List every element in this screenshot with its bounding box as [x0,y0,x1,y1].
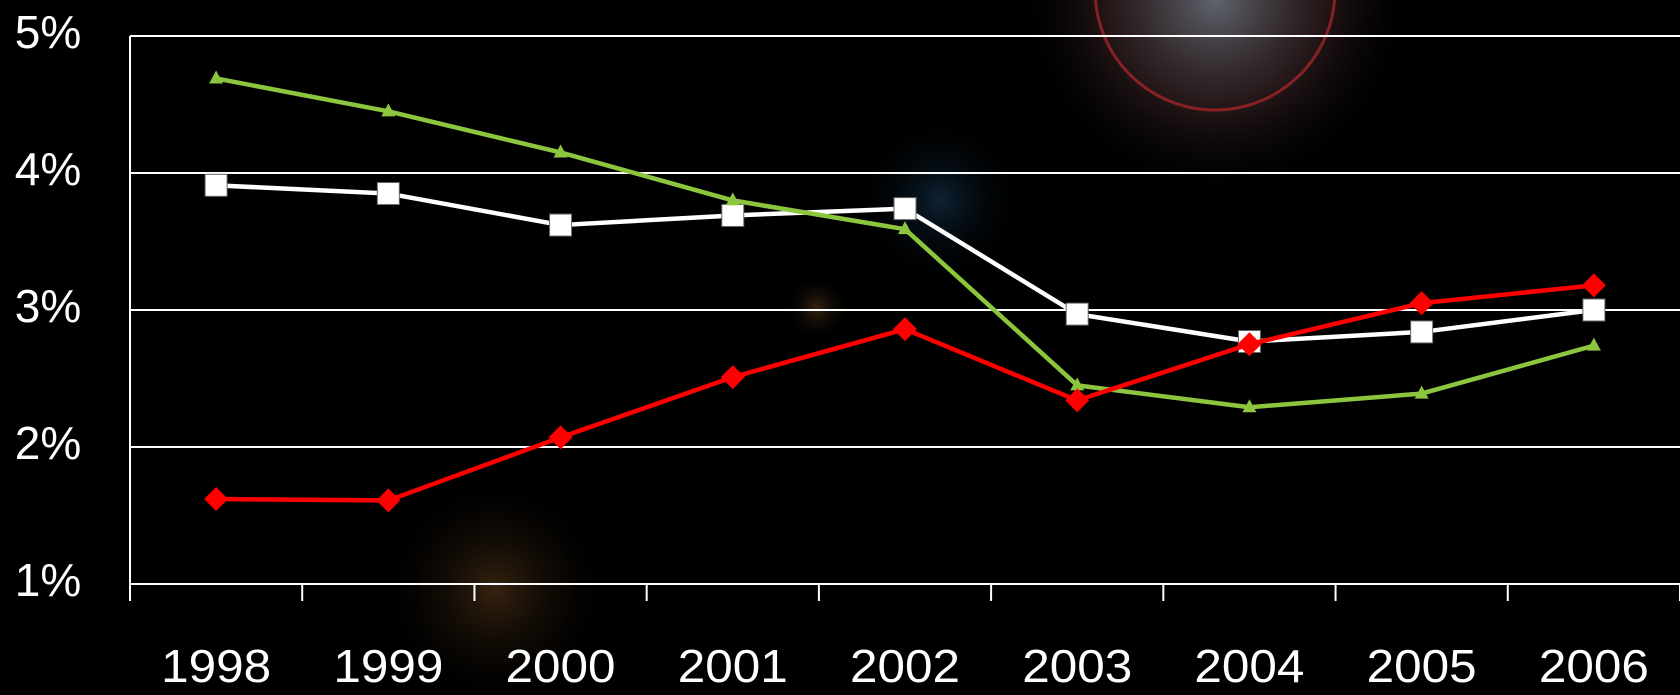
marker [381,103,396,117]
marker [721,203,745,227]
marker [1242,399,1257,413]
x-tick-label: 2006 [1539,640,1649,692]
marker [1582,298,1606,322]
marker [1065,388,1090,413]
y-tick-label: 1% [15,554,81,606]
marker [893,197,917,221]
plot: 1% 2% 3% 4% 5% 1998 1999 2000 2001 2002 2003 2004 20… [15,6,1680,692]
x-tick-label: 2001 [678,640,788,692]
marker [1410,320,1434,344]
decor-flare [390,485,600,695]
y-tick-label: 2% [15,417,81,469]
decor-flare [855,115,1025,285]
y-tick-label: 5% [15,6,81,58]
marker [376,182,400,206]
decor-flare [787,278,847,338]
marker [725,192,740,206]
marker [548,425,573,450]
marker [1586,337,1601,351]
y-tick-label: 3% [15,280,81,332]
decor-glow [1015,0,1415,200]
x-tick-label: 2003 [1022,640,1132,692]
x-tick-label: 2000 [506,640,616,692]
x-tick-label: 2005 [1367,640,1477,692]
marker [204,173,228,197]
marker [553,144,568,158]
marker [893,317,917,342]
marker [1409,291,1434,316]
y-tick-label: 4% [15,143,81,195]
x-tick-label: 2002 [850,640,960,692]
x-tick-label: 2004 [1194,640,1304,692]
marker [1414,385,1429,399]
marker [1581,273,1606,298]
marker [898,221,912,235]
marker [1065,302,1089,326]
decor-ring [1093,0,1337,112]
marker [720,365,745,390]
marker [1070,377,1085,391]
x-tick-label: 1998 [161,640,271,692]
marker [376,488,401,513]
marker [209,70,224,84]
marker [1237,332,1262,357]
x-tick-label: 1999 [333,640,443,692]
marker [204,487,229,512]
marker [549,213,573,237]
